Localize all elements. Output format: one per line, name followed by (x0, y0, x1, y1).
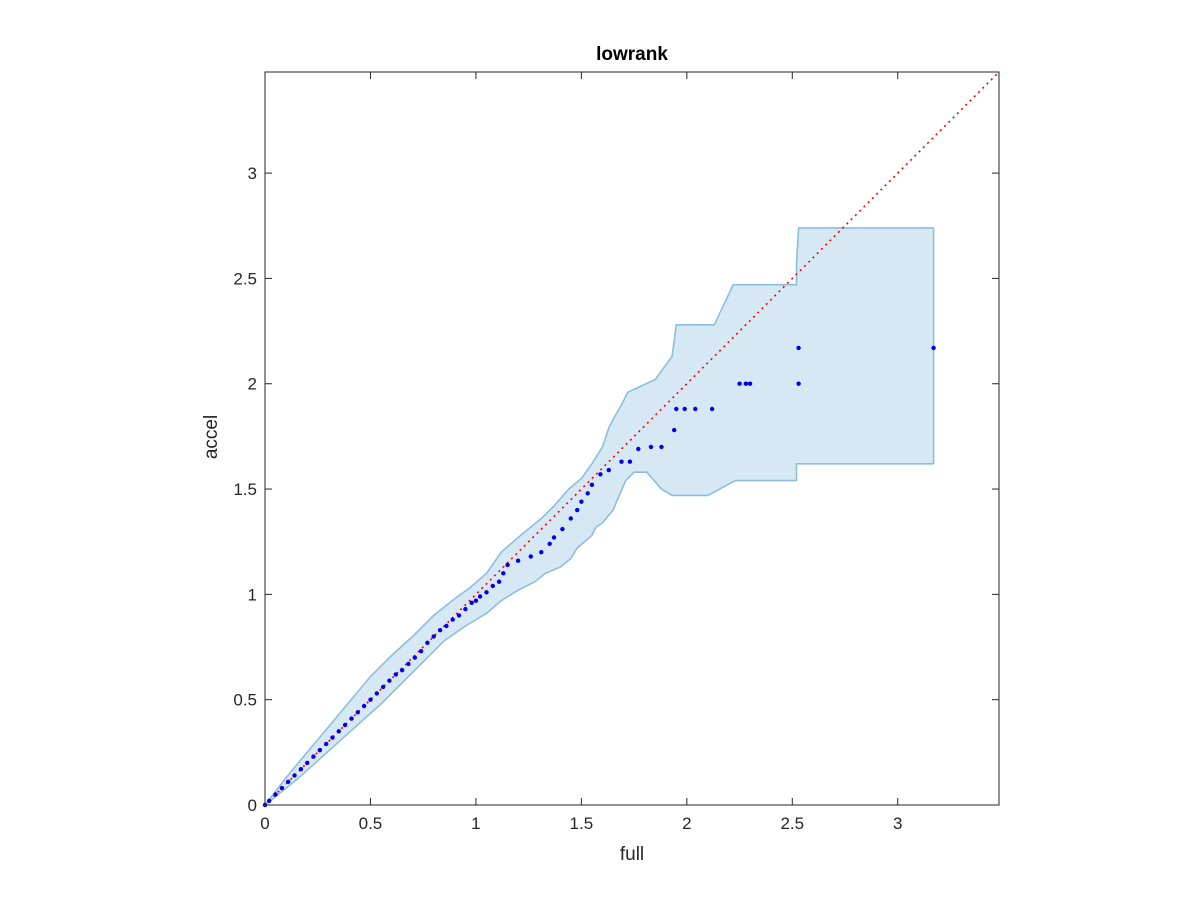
data-point (279, 785, 285, 791)
data-point (368, 697, 373, 702)
data-point (349, 716, 354, 721)
data-point (931, 345, 936, 351)
data-point (450, 617, 455, 622)
data-point (473, 598, 479, 603)
data-point (336, 729, 341, 734)
data-point (412, 655, 417, 660)
data-point (469, 600, 474, 605)
band-upper-edge (264, 227, 934, 806)
x-tick-label: 1 (471, 814, 480, 833)
data-point (374, 691, 379, 696)
data-point (737, 381, 742, 386)
data-point (547, 541, 552, 546)
y-tick-label: 2.5 (233, 269, 257, 288)
data-point (361, 703, 367, 709)
axes-box (264, 71, 1000, 806)
data-point (709, 406, 715, 412)
data-point (355, 710, 360, 715)
data-point (606, 467, 611, 473)
data-point (496, 579, 502, 584)
data-point (406, 661, 411, 667)
data-point (393, 672, 398, 677)
data-point (380, 684, 386, 690)
confidence-band (265, 227, 934, 805)
data-point (579, 499, 584, 504)
data-point (674, 406, 679, 412)
data-point (444, 623, 449, 629)
data-point (317, 748, 322, 753)
reference-line (264, 71, 1000, 806)
data-point (399, 668, 405, 673)
data-point (273, 792, 278, 797)
data-point (311, 754, 316, 759)
data-point (431, 634, 436, 639)
data-point (463, 606, 468, 612)
chart-title: lowrank (596, 44, 668, 65)
plot-area: 0 0.5 1 1.5 2 2.5 3 0 0.5 1 1.5 2 2.5 3 (233, 71, 1000, 833)
data-point (796, 381, 801, 386)
y-tick-label: 0 (248, 796, 257, 815)
data-point (585, 491, 590, 496)
data-point (490, 583, 495, 589)
data-point (648, 444, 654, 450)
data-point (619, 459, 624, 464)
data-point (267, 798, 272, 803)
y-tick-label: 1.5 (233, 480, 257, 499)
data-point (484, 590, 489, 595)
band-lower-edge (264, 462, 934, 806)
data-point (560, 526, 565, 532)
y-tick-label: 1 (248, 585, 257, 604)
x-axis-label: full (620, 844, 644, 865)
data-point (477, 594, 483, 599)
data-point (515, 558, 521, 563)
data-point (743, 381, 749, 386)
data-point (387, 678, 392, 683)
data-point (589, 482, 595, 487)
data-point (682, 406, 687, 412)
data-point (528, 554, 533, 559)
data-point (501, 571, 506, 576)
data-point (330, 735, 335, 740)
x-tick-label: 1.5 (570, 814, 594, 833)
data-point (568, 516, 573, 521)
data-point (418, 649, 424, 654)
x-tick-label: 0.5 (359, 814, 383, 833)
y-tick-label: 0.5 (233, 691, 257, 710)
data-point (342, 722, 348, 728)
x-tick-label: 2 (682, 814, 691, 833)
data-point (551, 535, 557, 540)
data-point (425, 640, 430, 645)
data-point (672, 427, 677, 433)
x-tick-label: 2.5 (780, 814, 804, 833)
data-point (324, 741, 329, 747)
data-point (598, 472, 603, 477)
data-point (286, 779, 291, 784)
data-point (305, 760, 310, 766)
data-point (575, 507, 580, 513)
data-point (659, 444, 664, 450)
data-point (627, 459, 633, 464)
data-point (456, 613, 462, 618)
data-point (292, 773, 297, 778)
y-tick-label: 3 (248, 164, 257, 183)
x-tick-label: 0 (260, 814, 269, 833)
y-axis-label: accel (201, 415, 222, 459)
y-tick-label: 2 (248, 375, 257, 394)
data-point (505, 562, 510, 568)
x-tick-label: 3 (893, 814, 902, 833)
data-point (693, 406, 698, 412)
data-point (298, 767, 304, 772)
data-point (636, 446, 641, 452)
data-point (747, 381, 753, 386)
data-point (796, 345, 801, 351)
data-point (539, 550, 544, 555)
data-point (437, 628, 443, 633)
